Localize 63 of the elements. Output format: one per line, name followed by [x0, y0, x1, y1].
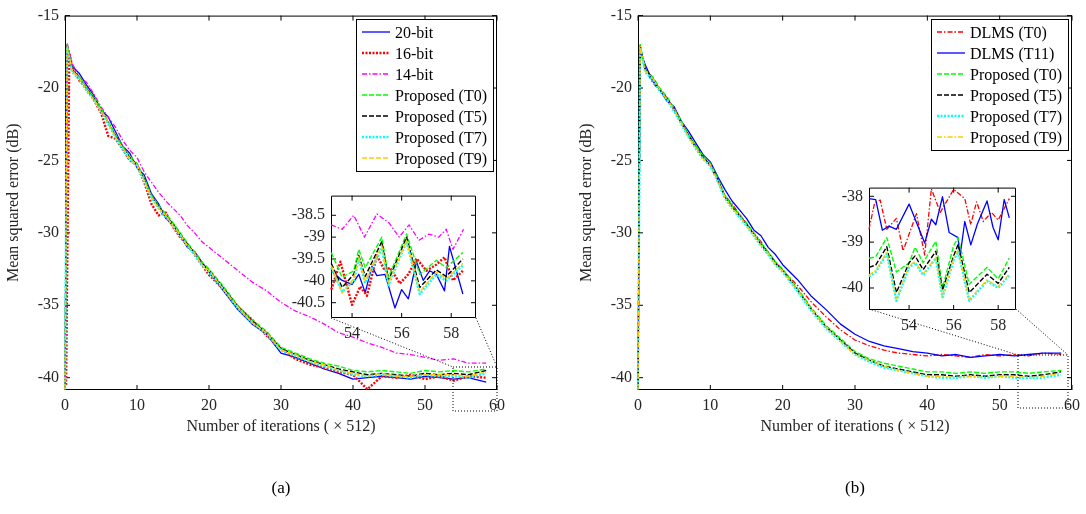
legend-label: 14-bit — [395, 64, 434, 85]
y-tick-label: -40.5 — [291, 292, 325, 310]
x-tick-label: 30 — [273, 395, 289, 413]
x-tick-label: 0 — [634, 395, 642, 413]
x-tick-label: 30 — [847, 395, 863, 413]
x-tick-label: 54 — [901, 315, 918, 333]
x-tick-label: 54 — [344, 323, 361, 341]
x-tick-label: 40 — [919, 395, 936, 413]
y-tick-label: -30 — [610, 223, 632, 241]
legend-label: 20-bit — [395, 22, 434, 43]
x-tick-label: 56 — [945, 315, 962, 333]
text: (a) — [270, 478, 292, 498]
x-tick-label: 58 — [990, 315, 1007, 333]
y-axis-title: Mean squared error (dB) — [576, 123, 595, 283]
legend-label: DLMS (T0) — [970, 22, 1047, 43]
legend-label: Proposed (T9) — [970, 127, 1062, 148]
y-tick-label: -40 — [610, 367, 632, 385]
y-tick-label: -25 — [610, 150, 632, 168]
y-tick-label: -35 — [610, 295, 632, 313]
legend-label: Proposed (T9) — [395, 148, 487, 169]
line-series — [330, 213, 465, 251]
legend-label: Proposed (T5) — [395, 106, 487, 127]
y-tick-label: -25 — [37, 150, 59, 168]
y-tick-label: -39 — [303, 227, 325, 245]
x-tick-label: 56 — [393, 323, 410, 341]
x-axis-title: Number of iterations ( × 512) — [760, 416, 950, 435]
text: (b) — [844, 478, 866, 498]
line-series — [330, 233, 464, 279]
legend-label: Proposed (T5) — [970, 85, 1062, 106]
line-series — [330, 254, 465, 307]
x-tick-label: 20 — [774, 395, 791, 413]
x-tick-label: 10 — [129, 395, 145, 413]
y-tick-label: -15 — [610, 5, 632, 23]
y-axis-title: Mean squared error (dB) — [3, 123, 22, 283]
y-tick-label: -38.5 — [291, 205, 325, 223]
x-tick-label: 50 — [991, 395, 1008, 413]
legend-label: DLMS (T11) — [970, 43, 1055, 64]
y-tick-label: -20 — [37, 78, 59, 96]
y-tick-label: -35 — [37, 295, 59, 313]
x-tick-label: 60 — [1064, 395, 1080, 413]
x-tick-label: 40 — [345, 395, 361, 413]
y-tick-label: -39.5 — [291, 249, 325, 267]
x-tick-label: 20 — [201, 395, 217, 413]
x-tick-label: 50 — [417, 395, 433, 413]
legend-label: Proposed (T7) — [395, 127, 487, 148]
line-series — [868, 236, 1011, 289]
x-tick-label: 58 — [443, 323, 460, 341]
legend-label: Proposed (T0) — [395, 85, 487, 106]
y-tick-label: -15 — [37, 5, 59, 23]
legend-label: Proposed (T7) — [970, 106, 1062, 127]
y-tick-label: -39 — [841, 232, 863, 250]
y-tick-label: -30 — [37, 223, 59, 241]
x-axis-title: Number of iterations ( × 512) — [186, 416, 376, 435]
legend-label: 16-bit — [395, 43, 434, 64]
x-tick-label: 10 — [702, 395, 719, 413]
y-tick-label: -20 — [610, 78, 632, 96]
y-tick-label: -40 — [37, 367, 59, 385]
y-tick-label: -38 — [841, 186, 863, 204]
y-tick-label: -40 — [841, 278, 863, 296]
legend-label: Proposed (T0) — [970, 64, 1062, 85]
x-tick-label: 0 — [61, 395, 69, 413]
x-tick-label: 60 — [489, 395, 505, 413]
y-tick-label: -40 — [303, 271, 325, 289]
